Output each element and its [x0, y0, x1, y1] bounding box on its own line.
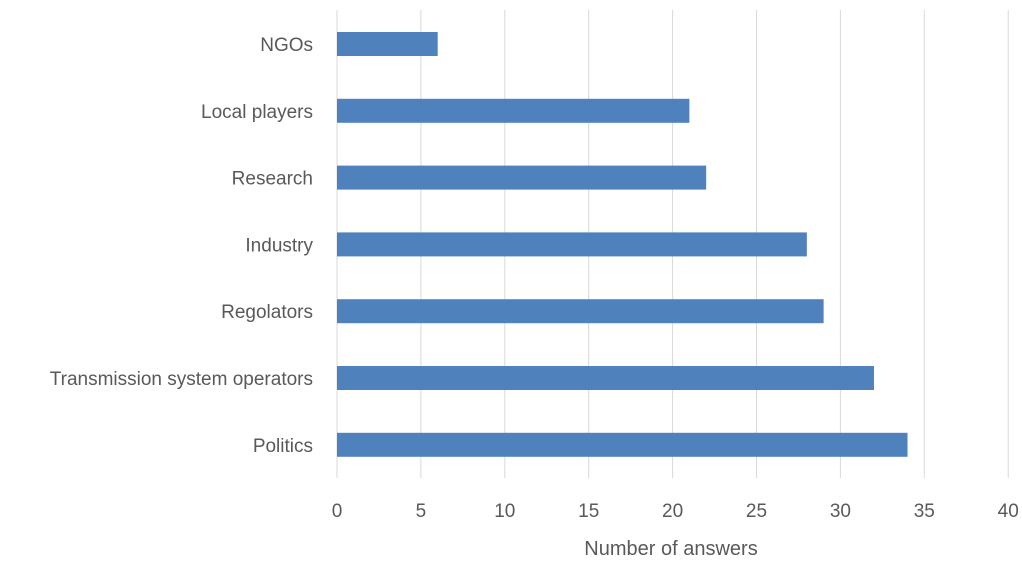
bar-industry — [337, 232, 807, 257]
bar-transmission-system-operators — [337, 366, 874, 390]
bar-research — [337, 165, 707, 190]
x-tick-label: 20 — [662, 501, 683, 522]
x-tick-label: 10 — [494, 501, 515, 522]
category-label: Research — [232, 169, 313, 190]
x-axis-title: Number of answers — [584, 538, 757, 560]
x-tick-label: 5 — [416, 501, 427, 522]
category-label: Local players — [201, 102, 313, 123]
category-label: Politics — [253, 436, 313, 457]
x-tick-label: 35 — [914, 501, 935, 522]
bars — [337, 32, 908, 457]
x-tick-label: 0 — [332, 501, 343, 522]
bar-local-players — [337, 98, 690, 123]
x-tick-label: 30 — [830, 501, 851, 522]
x-tick-label: 15 — [578, 501, 599, 522]
x-tick-labels: 0 5 10 15 20 25 30 35 40 — [332, 501, 1019, 522]
x-tick-label: 40 — [998, 501, 1019, 522]
bar-politics — [337, 432, 908, 457]
category-labels: NGOs Local players Research Industry Regolat… — [50, 35, 314, 457]
category-label: Industry — [245, 235, 313, 256]
bar-ngos — [337, 32, 438, 56]
category-label: NGOs — [260, 35, 313, 56]
category-label: Regolators — [221, 302, 313, 323]
x-tick-label: 25 — [746, 501, 767, 522]
category-label: Transmission system operators — [50, 369, 313, 390]
bar-regolators — [337, 299, 824, 324]
